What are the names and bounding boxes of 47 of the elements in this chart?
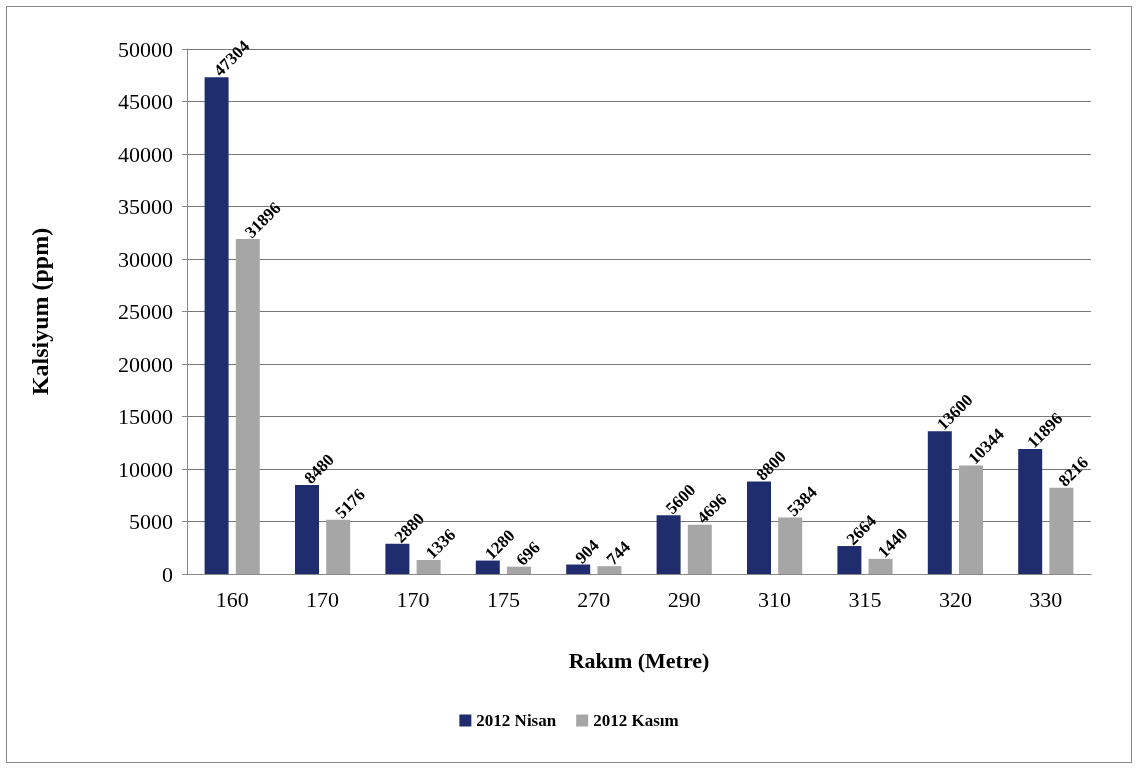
bar	[837, 546, 862, 574]
x-tick-label: 170	[396, 586, 430, 612]
bar	[204, 77, 229, 574]
bar	[747, 481, 771, 574]
y-tick-label: 5000	[129, 509, 173, 534]
bar	[566, 564, 591, 574]
x-tick-label: 330	[1029, 586, 1063, 612]
bar	[959, 465, 983, 574]
x-tick-label: 170	[306, 586, 340, 612]
bar	[597, 566, 622, 574]
bar	[656, 515, 681, 574]
y-tick-label: 25000	[118, 299, 173, 324]
data-label: 744	[602, 537, 635, 569]
legend-label: 2012 Nisan	[476, 711, 557, 730]
bar	[326, 519, 351, 574]
bar	[416, 559, 441, 574]
y-tick-label: 40000	[118, 141, 173, 167]
x-tick-label: 160	[215, 586, 249, 612]
bar	[475, 560, 500, 574]
legend-label: 2012 Kasım	[593, 711, 679, 730]
bar	[687, 524, 712, 574]
y-tick-label: 30000	[118, 246, 173, 272]
y-tick-label: 20000	[118, 351, 173, 377]
bar	[295, 484, 319, 574]
x-tick-label: 315	[848, 586, 882, 612]
y-tick-label: 35000	[118, 194, 173, 219]
y-tick-label: 10000	[118, 456, 173, 482]
bar	[385, 543, 410, 574]
x-tick-label: 310	[758, 586, 792, 612]
x-axis-title: Rakım (Metre)	[568, 647, 710, 673]
bar	[1018, 449, 1043, 574]
x-tick-label: 320	[938, 586, 972, 612]
bar	[927, 431, 952, 574]
y-tick-label: 50000	[118, 36, 173, 62]
y-tick-label: 15000	[118, 404, 173, 429]
bar	[1049, 487, 1074, 574]
x-tick-label: 270	[577, 586, 611, 612]
bar	[235, 239, 260, 574]
y-axis-title: Kalsiyum (ppm)	[27, 227, 53, 396]
bar	[507, 566, 531, 574]
bar	[868, 558, 893, 574]
y-tick-label: 0	[162, 561, 173, 587]
x-tick-label: 175	[486, 586, 520, 612]
y-tick-label: 45000	[118, 89, 173, 114]
x-tick-label: 290	[667, 586, 701, 612]
bar	[778, 517, 803, 574]
data-label: 904	[571, 535, 604, 568]
